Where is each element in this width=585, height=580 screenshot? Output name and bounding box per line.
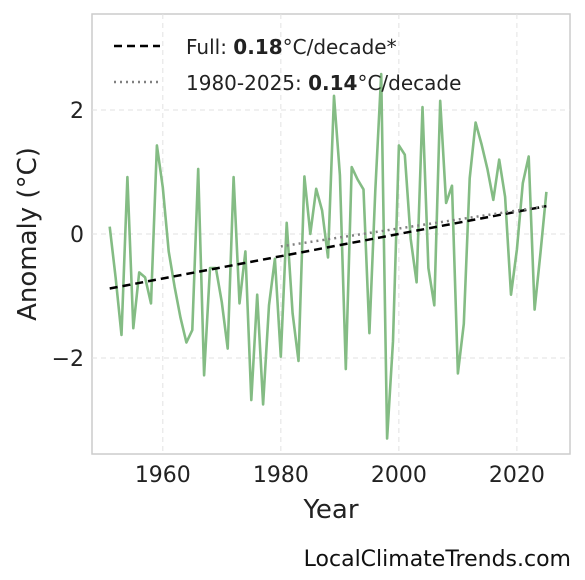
series-layer [108, 72, 548, 440]
legend-label-full-prefix: Full: [186, 35, 233, 59]
legend-label-recent: 1980-2025: 0.14°C/decade [186, 71, 461, 95]
legend: Full: 0.18°C/decade* 1980-2025: 0.14°C/d… [114, 35, 461, 95]
x-tick-label: 2000 [371, 463, 427, 488]
grid [92, 14, 570, 454]
y-axis-label: Anomaly (°C) [13, 147, 43, 321]
x-tick-label: 1980 [253, 463, 309, 488]
y-tick-label: −2 [52, 347, 84, 372]
trend-full-line [109, 204, 547, 290]
tick-labels: 1960 1980 2000 2020 −2 0 2 [52, 99, 545, 488]
site-credit: LocalClimateTrends.com [303, 547, 571, 572]
legend-value-recent: 0.14 [308, 71, 357, 95]
legend-label-recent-prefix: 1980-2025: [186, 71, 308, 95]
legend-label-full-suffix: °C/decade* [283, 35, 397, 59]
x-tick-label: 2020 [489, 463, 545, 488]
x-axis-label: Year [302, 495, 358, 525]
legend-label-full: Full: 0.18°C/decade* [186, 35, 397, 59]
anomaly-line [108, 72, 548, 440]
x-tick-label: 1960 [135, 463, 191, 488]
legend-label-recent-suffix: °C/decade [357, 71, 461, 95]
y-tick-label: 2 [70, 99, 84, 124]
legend-value-full: 0.18 [233, 35, 282, 59]
y-tick-label: 0 [70, 223, 84, 248]
trend-1980-2025-line [280, 204, 547, 248]
